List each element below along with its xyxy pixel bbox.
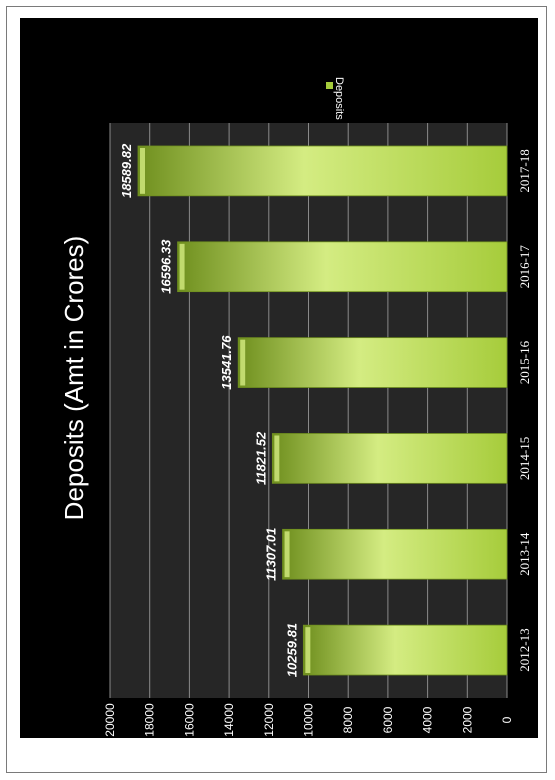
data-label: 16596.33 — [159, 239, 174, 294]
x-axis-categories: 2012-13 2013-14 2014-15 2015-16 2016-17 2017-… — [517, 149, 532, 672]
bar-2015-16 — [237, 337, 508, 388]
x-category-label: 2014-15 — [517, 437, 532, 480]
bar-highlight — [305, 627, 311, 673]
y-tick-label: 8000 — [341, 706, 355, 733]
bar-2017-18 — [137, 145, 508, 197]
legend-swatch — [326, 82, 333, 89]
bar-2016-17 — [177, 241, 508, 293]
deposits-bar-chart: 0 2000 4000 6000 8000 10000 12000 14000 16000 180… — [59, 77, 532, 737]
y-tick-label: 4000 — [421, 706, 435, 733]
chart-slide: 0 2000 4000 6000 8000 10000 12000 14000 16000 180… — [20, 18, 538, 738]
x-category-label: 2013-14 — [517, 532, 532, 576]
legend-label: Deposits — [333, 77, 345, 120]
bar-2014-15 — [271, 433, 508, 484]
x-category-label: 2016-17 — [517, 245, 532, 289]
y-tick-label: 18000 — [143, 703, 157, 737]
bar-highlight — [284, 531, 290, 578]
x-category-label: 2017-18 — [517, 149, 532, 192]
data-label: 13541.76 — [219, 335, 234, 390]
bar-2012-13 — [302, 624, 508, 676]
y-tick-label: 20000 — [103, 703, 117, 737]
x-category-label: 2012-13 — [517, 628, 532, 671]
legend: Deposits — [326, 77, 345, 120]
bar-highlight — [240, 339, 246, 386]
data-label: 11307.01 — [264, 528, 279, 581]
data-label: 18589.82 — [119, 143, 134, 198]
y-tick-label: 10000 — [302, 703, 316, 737]
data-label: 10259.81 — [284, 623, 299, 677]
y-tick-label: 14000 — [222, 703, 236, 737]
bars — [137, 145, 508, 676]
x-category-label: 2015-16 — [517, 340, 532, 384]
bar-highlight — [274, 435, 280, 482]
bar-highlight — [179, 243, 185, 290]
y-tick-label: 16000 — [182, 703, 196, 737]
y-axis-ticks: 0 2000 4000 6000 8000 10000 12000 14000 16000 180… — [103, 703, 514, 737]
y-tick-label: 12000 — [262, 703, 276, 737]
y-tick-label: 2000 — [460, 706, 474, 733]
y-tick-label: 6000 — [381, 706, 395, 733]
bar-highlight — [139, 148, 145, 194]
data-label: 11821.52 — [253, 431, 268, 485]
data-labels: 10259.81 11307.01 11821.52 13541.76 16596.33… — [119, 143, 299, 677]
bar-2013-14 — [282, 528, 508, 580]
grid-lines — [109, 123, 508, 698]
y-tick-label: 0 — [500, 716, 514, 723]
chart-title: Deposits (Amt in Crores) — [59, 236, 89, 521]
